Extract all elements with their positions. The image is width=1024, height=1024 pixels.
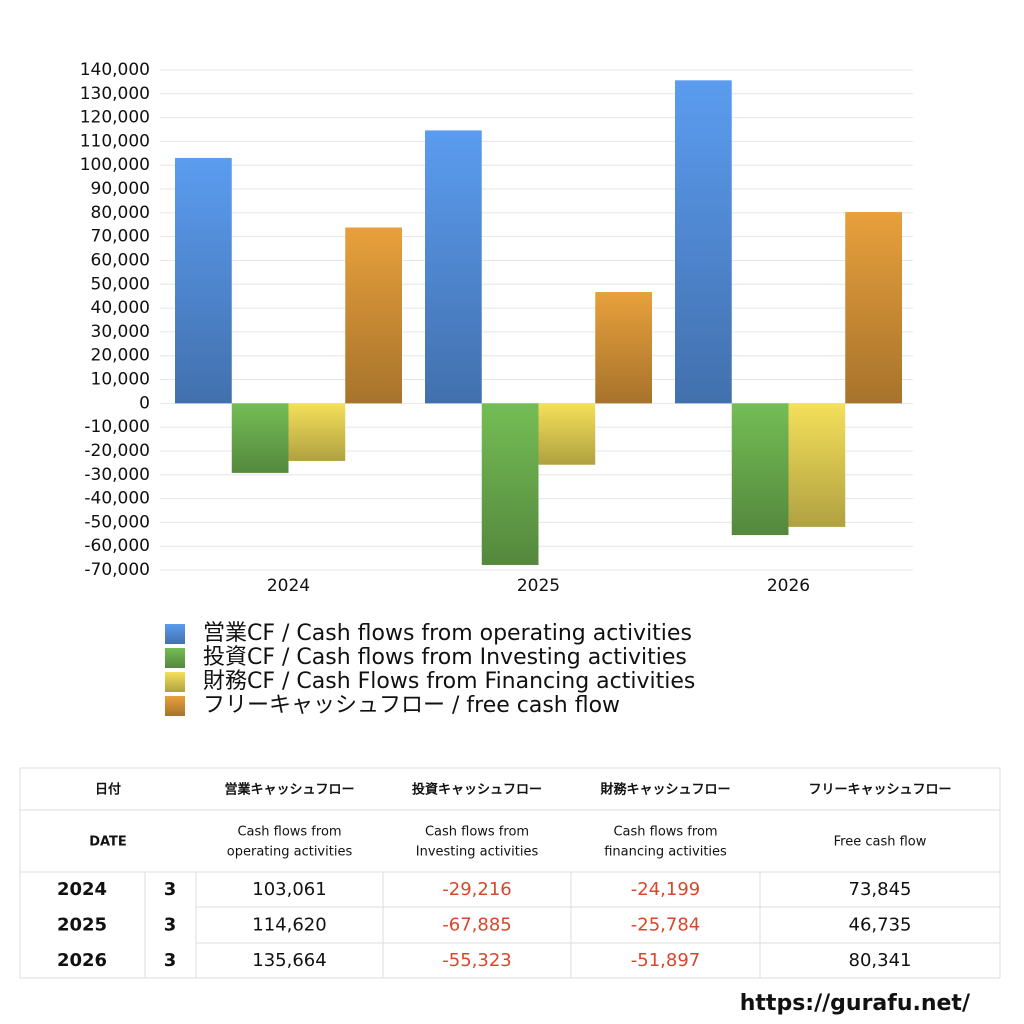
y-tick-label: 90,000 (91, 179, 150, 199)
legend-label: 営業CF / Cash flows from operating activit… (203, 621, 692, 646)
table-cell: -24,199 (631, 879, 700, 900)
legend-swatch (165, 696, 185, 716)
bar (288, 403, 346, 461)
bar (231, 403, 289, 473)
table-subheader: Investing activities (416, 845, 539, 860)
table-subheader: Free cash flow (834, 835, 927, 850)
bar (675, 80, 732, 404)
table-cell: 114,620 (252, 915, 326, 936)
bar (481, 403, 539, 565)
table-subheader: Cash flows from (425, 825, 529, 840)
table-cell: 3 (164, 915, 177, 936)
table-subheader: Cash flows from (613, 825, 717, 840)
y-tick-label: 10,000 (91, 370, 150, 390)
legend-swatch (165, 624, 185, 644)
y-tick-label: 130,000 (80, 84, 150, 104)
y-tick-label: 30,000 (91, 322, 150, 342)
y-tick-label: 20,000 (91, 346, 150, 366)
y-tick-label: 40,000 (91, 298, 150, 318)
legend-label: 投資CF / Cash flows from Investing activit… (203, 645, 687, 670)
y-tick-label: -70,000 (84, 560, 150, 580)
y-tick-label: 140,000 (80, 60, 150, 80)
table-cell: -51,897 (631, 950, 700, 971)
bar (538, 403, 596, 465)
legend-label: 財務CF / Cash Flows from Financing activit… (203, 669, 695, 694)
site-url: https://gurafu.net/ (740, 991, 971, 1016)
table-header: 財務キャッシュフロー (599, 782, 730, 798)
table-cell: 3 (164, 950, 177, 971)
y-tick-label: 80,000 (91, 203, 150, 223)
table-cell: 103,061 (252, 879, 326, 900)
y-tick-label: 100,000 (80, 155, 150, 175)
x-tick-label: 2024 (267, 576, 310, 596)
bar (845, 212, 902, 404)
y-tick-label: -40,000 (84, 489, 150, 509)
bar (425, 130, 482, 404)
x-tick-label: 2025 (517, 576, 560, 596)
y-tick-label: -20,000 (84, 441, 150, 461)
table-cell: -25,784 (631, 915, 700, 936)
table-header: 日付 (95, 782, 121, 798)
table-cell: -67,885 (442, 915, 511, 936)
y-tick-label: 70,000 (91, 227, 150, 247)
x-tick-label: 2026 (767, 576, 810, 596)
y-tick-label: -50,000 (84, 512, 150, 532)
y-tick-label: -30,000 (84, 465, 150, 485)
y-tick-label: 0 (139, 393, 150, 413)
table-subheader: financing activities (604, 845, 727, 860)
table-header: 営業キャッシュフロー (224, 782, 354, 798)
table-cell: 2026 (57, 950, 107, 971)
y-tick-label: 120,000 (80, 108, 150, 128)
table-cell: 3 (164, 879, 177, 900)
y-tick-label: 110,000 (80, 131, 150, 151)
bar (731, 403, 789, 536)
legend-label: フリーキャッシュフロー / free cash flow (203, 693, 620, 718)
table-cell: -55,323 (442, 950, 511, 971)
legend-swatch (165, 648, 185, 668)
bar (345, 227, 402, 404)
y-tick-label: 60,000 (91, 250, 150, 270)
table-cell: 2024 (57, 879, 107, 900)
table-cell: 2025 (57, 915, 107, 936)
bar (175, 157, 232, 404)
y-tick-label: -60,000 (84, 536, 150, 556)
y-tick-label: -10,000 (84, 417, 150, 437)
table-cell: 73,845 (849, 879, 912, 900)
table-header: DATE (89, 835, 127, 850)
table-cell: 46,735 (849, 915, 912, 936)
y-tick-label: 50,000 (91, 274, 150, 294)
table-header: フリーキャッシュフロー (808, 783, 951, 798)
bar (788, 403, 846, 527)
table-cell: 80,341 (849, 950, 912, 971)
table-subheader: operating activities (227, 845, 353, 860)
table-header: 投資キャッシュフロー (412, 782, 542, 798)
table-cell: 135,664 (252, 950, 326, 971)
legend-swatch (165, 672, 185, 692)
table-subheader: Cash flows from (237, 825, 341, 840)
bar (595, 292, 652, 404)
table-cell: -29,216 (442, 879, 511, 900)
